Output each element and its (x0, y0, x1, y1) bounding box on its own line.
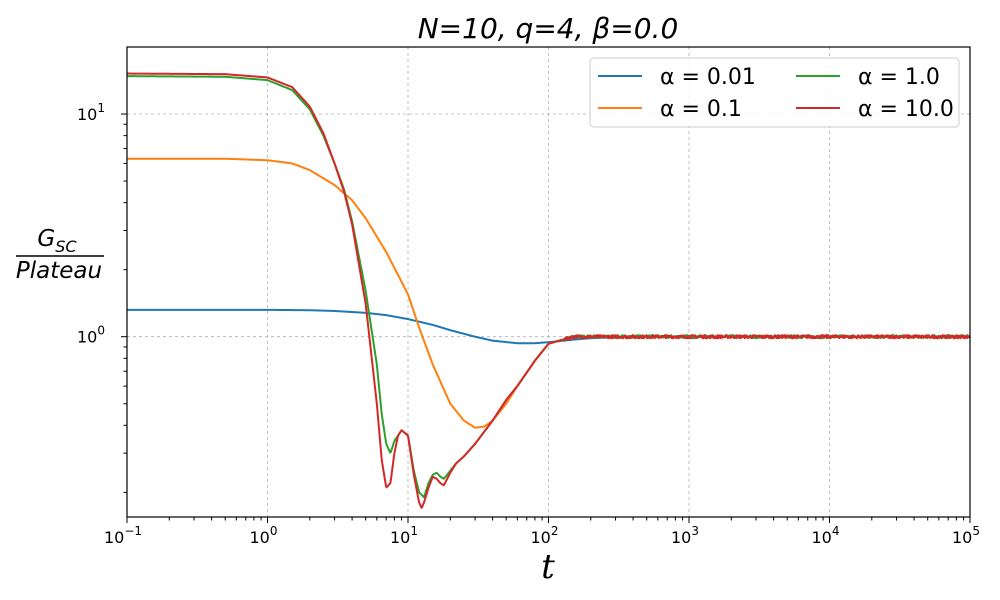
x-tick-label: 10−1 (104, 524, 142, 547)
legend-items: α = 0.01 α = 0.1 α = 1.0 α = 10.0 (598, 65, 954, 122)
x-tick-exponent: 0 (270, 524, 278, 538)
y-tick-labels: 100 101 (77, 101, 105, 347)
y-tick-label: 101 (77, 101, 105, 124)
x-tick-labels: 10−1 100 101 102 103 104 105 (104, 524, 980, 547)
y-tick-exponent: 0 (97, 324, 105, 338)
x-tick-exponent: −1 (124, 524, 142, 538)
y-label-numerator-main: G (37, 226, 55, 252)
legend-label: α = 0.1 (660, 97, 742, 122)
y-label-numerator-sub: SC (55, 237, 77, 256)
x-tick-label: 105 (952, 524, 980, 547)
x-tick-label: 101 (390, 524, 418, 547)
y-tick-exponent: 1 (97, 101, 105, 115)
legend-label: α = 10.0 (858, 97, 954, 122)
y-axis-label: GSC Plateau (16, 226, 104, 284)
y-tick-label: 100 (77, 324, 105, 347)
chart-title: N=10, q=4, β=0.0 (418, 12, 679, 45)
x-tick-label: 100 (250, 524, 278, 547)
legend-box (589, 57, 960, 128)
plot-area (126, 72, 971, 509)
x-tick-label: 103 (671, 524, 699, 547)
legend: α = 0.01 α = 0.1 α = 1.0 α = 10.0 (589, 57, 960, 128)
x-tick-exponent: 1 (410, 524, 418, 538)
y-axis-label-numerator: GSC (37, 226, 77, 256)
x-tick-exponent: 5 (972, 524, 980, 538)
x-tick-exponent: 3 (691, 524, 699, 538)
x-tick-label: 104 (812, 524, 840, 547)
y-axis-label-denominator: Plateau (16, 258, 102, 284)
x-tick-exponent: 2 (551, 524, 559, 538)
legend-label: α = 1.0 (858, 65, 940, 90)
legend-label: α = 0.01 (660, 65, 756, 90)
x-tick-label: 102 (531, 524, 559, 547)
x-axis-label: t (541, 547, 555, 587)
x-tick-exponent: 4 (832, 524, 840, 538)
series-line-3 (126, 72, 971, 509)
tick-marks (121, 113, 971, 523)
